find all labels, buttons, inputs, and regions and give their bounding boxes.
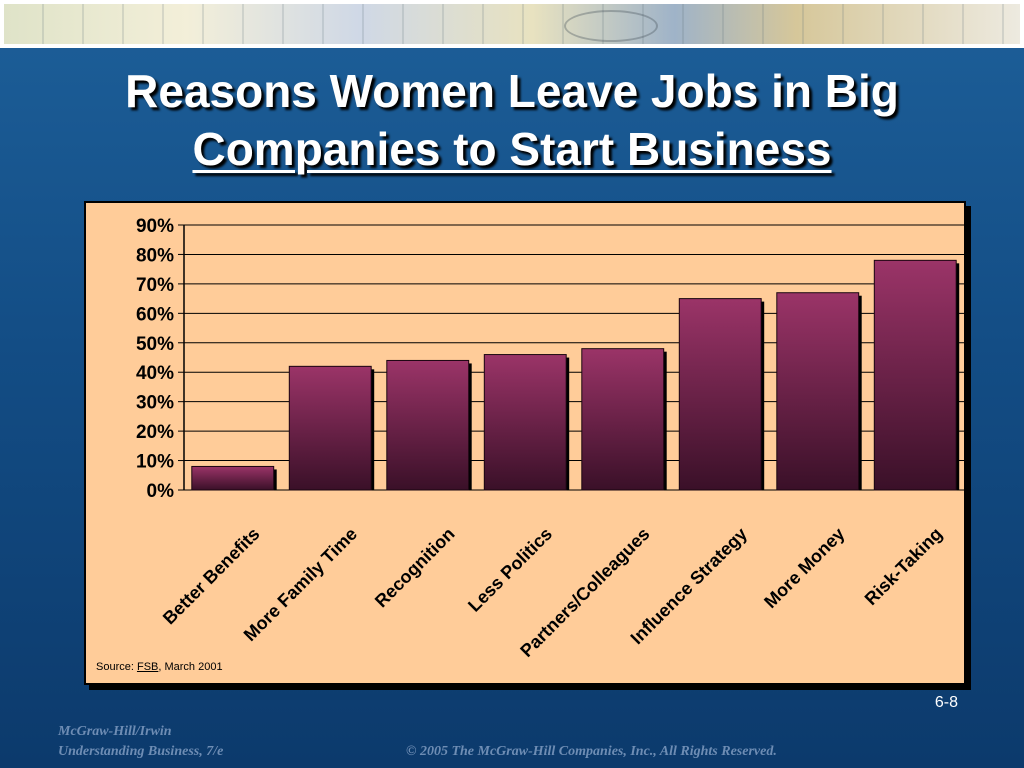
- y-tick-label: 50%: [136, 334, 174, 355]
- source-publication: FSB: [136, 661, 159, 673]
- footer-publisher: McGraw-Hill/Irwin: [58, 724, 172, 739]
- x-category-label: More Money: [760, 524, 848, 612]
- bar: [581, 348, 665, 491]
- footer-copyright: © 2005 The McGraw-Hill Companies, Inc., …: [406, 744, 777, 759]
- x-category-label: Risk-Taking: [861, 524, 946, 609]
- slide-title-line2: Companies to Start Business: [192, 123, 832, 175]
- chart-area: 0% 10% 20% 30% 40% 50% 60% 70% 80% 90% Better Ben…: [84, 201, 966, 685]
- bar: [386, 359, 470, 491]
- bar: [776, 292, 860, 491]
- y-tick-label: 20%: [136, 422, 174, 443]
- source-note: Source: FSB, March 2001: [96, 661, 223, 673]
- bar: [873, 259, 957, 491]
- y-tick-label: 70%: [136, 275, 174, 296]
- slide-number: 6-8: [934, 694, 958, 711]
- bars: [191, 259, 960, 491]
- x-category-label: Recognition: [371, 524, 459, 612]
- slide-title: Reasons Women Leave Jobs in Big Companie…: [0, 62, 1024, 178]
- banner-image: [4, 4, 1020, 44]
- bar-chart: 0% 10% 20% 30% 40% 50% 60% 70% 80% 90% Better Ben…: [136, 216, 964, 661]
- bar: [288, 365, 372, 491]
- header-banner: [0, 0, 1024, 48]
- y-tick-label: 0%: [147, 481, 175, 502]
- y-tick-label: 30%: [136, 393, 174, 414]
- y-tick-label: 80%: [136, 245, 174, 266]
- source-prefix: Source:: [96, 661, 137, 673]
- y-tick-label: 40%: [136, 363, 174, 384]
- y-axis: 0% 10% 20% 30% 40% 50% 60% 70% 80% 90%: [136, 216, 185, 502]
- x-category-label: Better Benefits: [159, 524, 264, 629]
- bar: [191, 465, 275, 491]
- footer-credits: McGraw-Hill/Irwin Understanding Business…: [58, 722, 223, 762]
- footer-book: Understanding Business, 7/e: [58, 744, 224, 759]
- x-category-label: Less Politics: [464, 524, 556, 616]
- bar: [483, 354, 567, 491]
- source-suffix: , March 2001: [158, 661, 223, 673]
- slide-title-line1: Reasons Women Leave Jobs in Big: [125, 65, 899, 117]
- y-tick-label: 90%: [136, 216, 174, 237]
- bar: [678, 298, 762, 491]
- y-tick-label: 60%: [136, 304, 174, 325]
- y-tick-label: 10%: [136, 452, 174, 473]
